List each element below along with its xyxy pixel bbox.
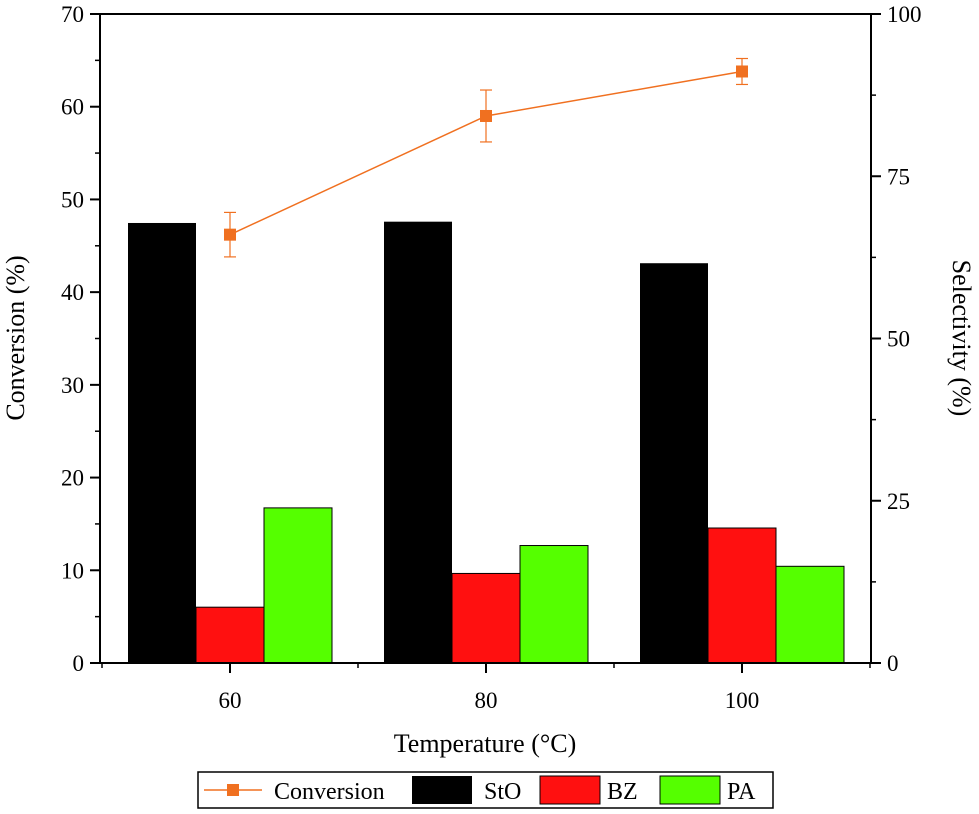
legend-bz-swatch — [539, 775, 601, 805]
bars-layer — [128, 221, 845, 664]
left-tick-label-20: 20 — [61, 466, 84, 491]
bar-pa-80 — [519, 545, 589, 664]
x-tick-label-80: 80 — [475, 688, 498, 713]
right-axis: 0 25 50 75 100 — [871, 2, 922, 676]
legend-sto-swatch — [412, 776, 472, 804]
left-tick-label-50: 50 — [61, 187, 84, 212]
left-tick-label-60: 60 — [61, 95, 84, 120]
bar-bz-80 — [451, 572, 521, 664]
legend-sto-label: StO — [484, 779, 521, 805]
bar-sto-100 — [640, 263, 708, 663]
left-tick-label-30: 30 — [61, 373, 84, 398]
conversion-point-80 — [480, 109, 492, 122]
bar-sto-80 — [384, 221, 452, 663]
right-tick-label-75: 75 — [887, 164, 910, 189]
right-axis-title: Selectivity (%) — [947, 260, 976, 417]
left-tick-label-0: 0 — [73, 651, 85, 676]
left-axis: 0 10 20 30 40 50 60 70 — [61, 2, 100, 676]
x-tick-label-100: 100 — [725, 688, 760, 713]
right-tick-label-0: 0 — [887, 651, 899, 676]
conversion-point-60 — [224, 228, 236, 241]
legend-conversion-marker — [227, 784, 239, 796]
x-axis-title: Temperature (°C) — [394, 729, 577, 758]
right-tick-label-50: 50 — [887, 327, 910, 352]
legend: Conversion StO BZ PA — [197, 771, 774, 809]
legend-pa-label: PA — [727, 779, 756, 805]
legend-bz-label: BZ — [607, 779, 638, 805]
bar-pa-60 — [263, 507, 333, 664]
conversion-point-100 — [736, 65, 748, 78]
x-tick-label-60: 60 — [219, 688, 242, 713]
bar-sto-60 — [128, 222, 196, 663]
bar-pa-100 — [775, 565, 845, 664]
bar-bz-60 — [195, 606, 265, 664]
left-tick-label-10: 10 — [61, 558, 84, 583]
right-tick-label-25: 25 — [887, 489, 910, 514]
left-axis-title: Conversion (%) — [1, 255, 30, 420]
legend-pa-swatch — [659, 775, 721, 805]
legend-conversion-label: Conversion — [274, 779, 385, 805]
left-tick-label-40: 40 — [61, 280, 84, 305]
left-tick-label-70: 70 — [61, 2, 84, 27]
bar-bz-100 — [707, 527, 777, 664]
conversion-line-layer — [224, 57, 748, 258]
right-tick-label-100: 100 — [887, 2, 922, 27]
x-axis: 60 80 100 — [101, 663, 871, 713]
